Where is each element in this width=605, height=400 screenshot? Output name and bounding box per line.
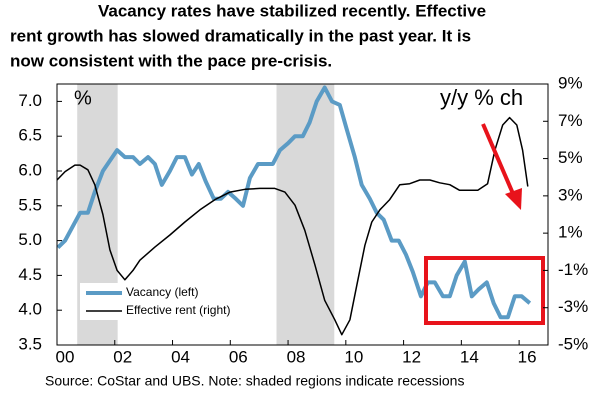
y-tick-label: 5.5 bbox=[18, 195, 42, 214]
legend-box bbox=[80, 283, 262, 320]
source-note: Source: CoStar and UBS. Note: shaded reg… bbox=[45, 373, 464, 389]
y-tick-label: 4.5 bbox=[18, 265, 42, 284]
y2-tick-label: 1% bbox=[558, 223, 583, 242]
title-line: rent growth has slowed dramatically in t… bbox=[10, 26, 471, 45]
y2-tick-label: -5% bbox=[558, 334, 588, 353]
x-tick-label: 10 bbox=[344, 347, 363, 366]
x-tick-label: 06 bbox=[229, 347, 248, 366]
y-tick-label: 3.5 bbox=[18, 334, 42, 353]
y-tick-label: 7.0 bbox=[18, 91, 42, 110]
y2-tick-label: 5% bbox=[558, 148, 583, 167]
x-tick-label: 14 bbox=[460, 347, 479, 366]
y2-tick-label: 9% bbox=[558, 73, 583, 92]
y2-tick-label: -3% bbox=[558, 297, 588, 316]
recession-band bbox=[276, 84, 335, 345]
title-line: now consistent with the pace pre-crisis. bbox=[10, 51, 332, 70]
plot-lines bbox=[56, 85, 532, 336]
right-axis-label: y/y % ch bbox=[440, 85, 523, 110]
y-tick-label: 6.0 bbox=[18, 160, 42, 179]
highlight-box bbox=[424, 256, 545, 325]
y-tick-label: 4.0 bbox=[18, 300, 42, 319]
arrow bbox=[481, 123, 522, 210]
y-tick-label: 5.0 bbox=[18, 230, 42, 249]
plot-frame bbox=[56, 83, 549, 346]
x-tick-label: 08 bbox=[287, 347, 306, 366]
legend-label: Effective rent (right) bbox=[126, 303, 230, 317]
x-tick-label: 16 bbox=[518, 347, 537, 366]
y-tick-label: 6.5 bbox=[18, 126, 42, 145]
y2-tick-label: -1% bbox=[558, 260, 588, 279]
legend-label: Vacancy (left) bbox=[126, 285, 198, 299]
x-tick-label: 04 bbox=[171, 347, 190, 366]
series-line bbox=[56, 116, 529, 336]
left-axis-label: % bbox=[74, 87, 92, 109]
x-tick-label: 00 bbox=[56, 347, 75, 366]
legend: Vacancy (left) Effective rent (right) bbox=[80, 283, 262, 320]
x-tick-label: 12 bbox=[402, 347, 421, 366]
title-line: Vacancy rates have stabilized recently. … bbox=[98, 1, 486, 20]
x-tick-label: 02 bbox=[113, 347, 132, 366]
y2-tick-label: 7% bbox=[558, 111, 583, 130]
series-line bbox=[56, 85, 532, 320]
y2-tick-label: 3% bbox=[558, 185, 583, 204]
